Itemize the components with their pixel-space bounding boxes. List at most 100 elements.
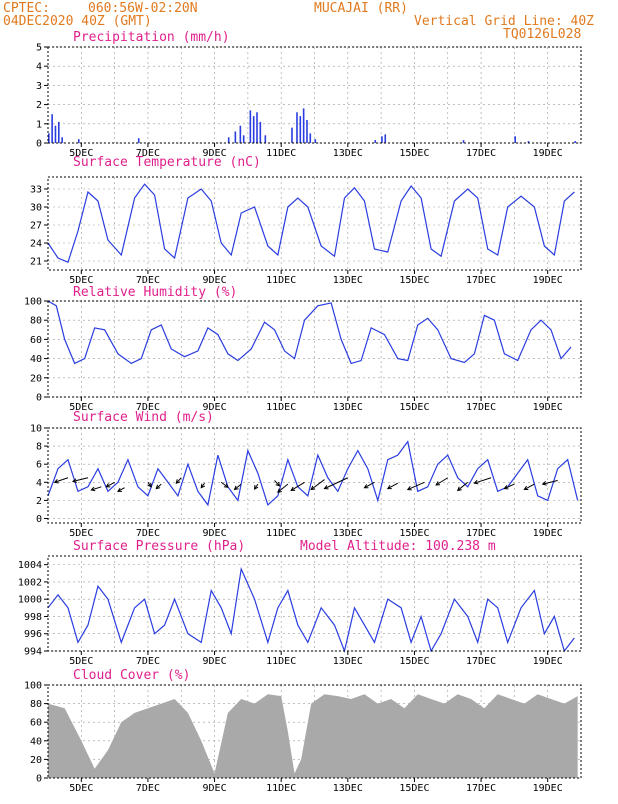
wind-arrow-head [363, 484, 369, 489]
wind-xtick-label: 5DEC [69, 528, 93, 539]
wind-arrow [90, 486, 102, 492]
wind-arrow-head [277, 488, 282, 493]
humidity-xtick-label: 7DEC [136, 402, 160, 413]
pressure-ytick-label: 1002 [18, 577, 42, 588]
wind-arrow-head [175, 479, 181, 484]
wind-arrow-head [386, 484, 392, 490]
wind-arrow [71, 477, 89, 483]
humidity-xtick-label: 9DEC [203, 402, 227, 413]
precip-bar [227, 137, 230, 143]
precip-bar [252, 116, 255, 143]
wind-ytick-label: 8 [36, 442, 42, 453]
precip-xtick-label: 17DEC [466, 148, 496, 159]
humidity-frame [47, 300, 582, 398]
temp-frame [47, 176, 582, 271]
wind-ytick-label: 0 [36, 514, 42, 525]
wind-xtick-label: 11DEC [266, 528, 296, 539]
wind-arrow-head [503, 485, 509, 490]
wind-arrow-head [310, 485, 316, 491]
cloud-xtick-label: 5DEC [69, 783, 93, 794]
header-grid-note: Vertical Grid Line: 40Z [414, 14, 594, 29]
precip-bar [48, 133, 50, 143]
temp-xtick-label: 17DEC [466, 275, 496, 286]
pressure-ytick-label: 996 [24, 629, 42, 640]
wind-arrow [435, 477, 449, 486]
precip-bar [256, 112, 258, 143]
wind-arrow-head [456, 486, 462, 492]
precip-xtick-label: 13DEC [333, 148, 363, 159]
precip-bar [291, 127, 293, 143]
precip-panel: 0 1 2 3 4 5 5DEC 7DEC 9DEC 11DEC 13DEC 15DEC 17DEC 19… [36, 30, 582, 159]
wind-arrow-head [541, 481, 547, 486]
wind-arrow-head [473, 479, 479, 485]
wind-arrow-head [223, 483, 229, 488]
precip-bar [306, 119, 308, 143]
temp-xtick-label: 19DEC [533, 275, 563, 286]
wind-arrow-head [147, 482, 152, 488]
cloud-area [48, 694, 578, 778]
temp-ytick-label: 30 [30, 203, 42, 214]
wind-arrow-shaft [387, 482, 399, 490]
wind-arrow-shaft [364, 481, 375, 489]
temp-ytick-label: 24 [30, 239, 42, 250]
wind-arrow-shaft [175, 477, 182, 484]
humidity-ytick-label: 80 [30, 316, 42, 327]
wind-arrow-head [71, 478, 77, 483]
wind-arrow [456, 481, 469, 492]
temp-xtick-label: 5DEC [69, 275, 93, 286]
wind-arrow [323, 477, 349, 490]
precip-ytick-label: 5 [36, 43, 42, 54]
wind-xtick-label: 9DEC [203, 528, 227, 539]
precip-bar [239, 125, 242, 143]
temp-ytick-label: 27 [30, 221, 42, 232]
precip-bar [462, 140, 465, 143]
pressure-ytick-label: 998 [24, 612, 42, 623]
wind-arrow [155, 483, 162, 490]
precip-ytick-label: 3 [36, 81, 42, 92]
wind-arrow-head [200, 483, 206, 489]
wind-ytick-label: 10 [30, 424, 42, 435]
cloud-ytick-label: 20 [30, 755, 42, 766]
precip-bar [57, 121, 60, 143]
precip-ytick-label: 0 [36, 139, 42, 150]
wind-arrow-shaft [310, 479, 325, 490]
humidity-xtick-label: 17DEC [466, 402, 496, 413]
wind-arrow-shaft [54, 477, 69, 483]
wind-arrow-head [523, 485, 529, 491]
precip-xtick-label: 5DEC [69, 148, 93, 159]
wind-arrow-shaft [324, 477, 349, 490]
pressure-xtick-label: 17DEC [466, 656, 496, 667]
wind-ytick-label: 2 [36, 496, 42, 507]
pressure-xtick-label: 11DEC [266, 656, 296, 667]
precip-bar [54, 125, 57, 143]
precip-bar [249, 110, 252, 143]
wind-arrow-shaft [407, 481, 425, 490]
precip-bar [574, 141, 576, 143]
precip-bar [234, 131, 237, 143]
wind-arrow-shaft [435, 477, 449, 486]
temp-xtick-label: 15DEC [399, 275, 429, 286]
wind-arrow [523, 483, 535, 491]
pressure-ytick-label: 994 [24, 647, 42, 658]
wind-arrow [541, 479, 558, 486]
wind-arrow-head [253, 485, 259, 490]
precip-bar [527, 141, 530, 143]
precip-title: Precipitation (mm/h) [73, 30, 230, 45]
wind-arrow-shaft [290, 481, 305, 491]
pressure-xtick-label: 5DEC [69, 656, 93, 667]
precip-xtick-label: 11DEC [266, 148, 296, 159]
wind-arrow-head [406, 486, 412, 491]
precip-xtick-label: 7DEC [136, 148, 160, 159]
wind-arrow-shaft [106, 481, 115, 488]
wind-arrow [290, 481, 305, 491]
header-location: MUCAJAI (RR) [314, 1, 408, 16]
pressure-annotation: Model Altitude: 100.238 m [300, 539, 496, 554]
precip-bar [314, 139, 317, 143]
wind-arrow-head [117, 487, 122, 492]
precip-bar [296, 112, 298, 143]
wind-arrow-head [53, 479, 59, 484]
temp-xtick-label: 13DEC [333, 275, 363, 286]
precip-ytick-label: 1 [36, 119, 42, 130]
wind-xtick-label: 7DEC [136, 528, 160, 539]
cloud-xtick-label: 9DEC [203, 783, 227, 794]
